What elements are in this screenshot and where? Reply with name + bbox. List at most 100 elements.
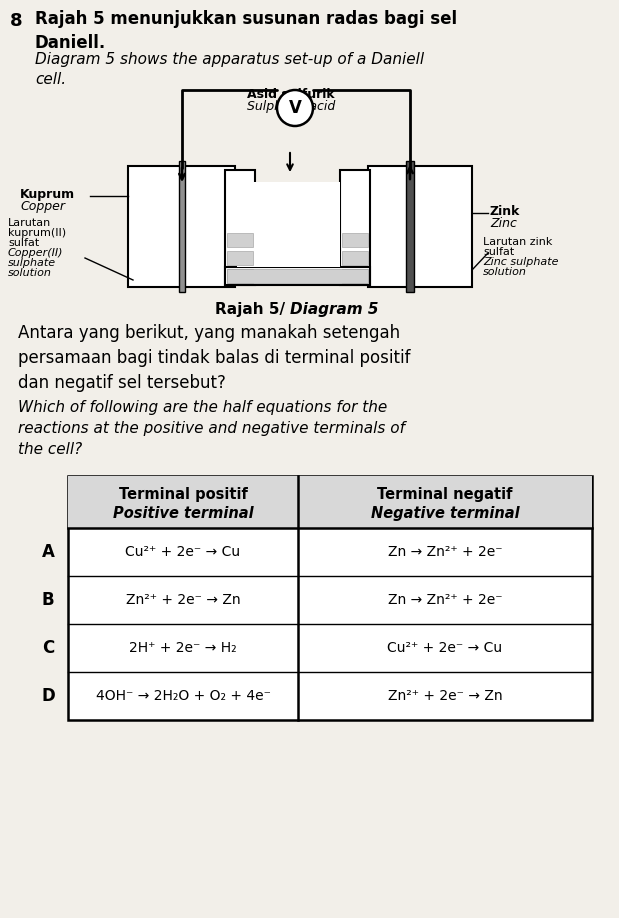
- Text: Cu²⁺ + 2e⁻ → Cu: Cu²⁺ + 2e⁻ → Cu: [126, 545, 241, 559]
- Text: Zink: Zink: [490, 205, 521, 218]
- Bar: [449, 224, 463, 235]
- Bar: [372, 256, 386, 267]
- Bar: [370, 217, 470, 285]
- Text: Diagram 5 shows the apparatus set-up of a Daniell
cell.: Diagram 5 shows the apparatus set-up of …: [35, 52, 424, 87]
- Bar: [130, 217, 233, 285]
- Text: kuprum(II): kuprum(II): [8, 228, 66, 238]
- Bar: [211, 240, 226, 251]
- Text: Zinc: Zinc: [490, 217, 517, 230]
- Text: Rajah 5 menunjukkan susunan radas bagi sel
Daniell.: Rajah 5 menunjukkan susunan radas bagi s…: [35, 10, 457, 52]
- Bar: [211, 256, 226, 267]
- Text: 4OH⁻ → 2H₂O + O₂ + 4e⁻: 4OH⁻ → 2H₂O + O₂ + 4e⁻: [95, 689, 271, 703]
- Text: Copper(II): Copper(II): [8, 248, 64, 258]
- Text: Positive terminal: Positive terminal: [113, 506, 253, 521]
- Text: Which of following are the half equations for the
reactions at the positive and : Which of following are the half equation…: [18, 400, 405, 457]
- Text: Zn²⁺ + 2e⁻ → Zn: Zn²⁺ + 2e⁻ → Zn: [387, 689, 502, 703]
- Bar: [430, 224, 444, 235]
- Text: Zinc sulphate: Zinc sulphate: [483, 257, 558, 267]
- Text: solution: solution: [8, 268, 52, 278]
- Bar: [410, 224, 425, 235]
- Bar: [372, 240, 386, 251]
- Bar: [132, 240, 147, 251]
- Bar: [211, 272, 226, 283]
- Text: Rajah 5/: Rajah 5/: [215, 302, 290, 317]
- Bar: [171, 256, 186, 267]
- Text: Larutan zink: Larutan zink: [483, 237, 552, 247]
- Text: Kuprum: Kuprum: [20, 188, 75, 201]
- Text: Zn²⁺ + 2e⁻ → Zn: Zn²⁺ + 2e⁻ → Zn: [126, 593, 240, 607]
- Text: sulfat: sulfat: [483, 247, 514, 257]
- Bar: [227, 269, 368, 283]
- Bar: [191, 224, 206, 235]
- Bar: [191, 256, 206, 267]
- Bar: [449, 256, 463, 267]
- Bar: [227, 251, 253, 265]
- Bar: [225, 267, 370, 285]
- Bar: [227, 233, 253, 247]
- Bar: [132, 272, 147, 283]
- Text: V: V: [288, 99, 301, 117]
- Bar: [68, 476, 592, 528]
- Bar: [342, 233, 368, 247]
- Text: Zn → Zn²⁺ + 2e⁻: Zn → Zn²⁺ + 2e⁻: [387, 593, 502, 607]
- Bar: [391, 272, 405, 283]
- Bar: [191, 240, 206, 251]
- Bar: [430, 272, 444, 283]
- Text: A: A: [41, 543, 54, 561]
- Text: B: B: [41, 591, 54, 609]
- Text: Diagram 5: Diagram 5: [290, 302, 378, 317]
- Text: Cu²⁺ + 2e⁻ → Cu: Cu²⁺ + 2e⁻ → Cu: [387, 641, 503, 655]
- Bar: [340, 170, 370, 285]
- Bar: [171, 240, 186, 251]
- Bar: [152, 256, 167, 267]
- Text: Terminal positif: Terminal positif: [119, 487, 248, 502]
- Text: 2H⁺ + 2e⁻ → H₂: 2H⁺ + 2e⁻ → H₂: [129, 641, 237, 655]
- Bar: [152, 272, 167, 283]
- Bar: [406, 161, 414, 292]
- Text: sulfat: sulfat: [8, 238, 39, 248]
- Text: Zn → Zn²⁺ + 2e⁻: Zn → Zn²⁺ + 2e⁻: [387, 545, 502, 559]
- Bar: [128, 166, 235, 287]
- Bar: [391, 224, 405, 235]
- Bar: [410, 256, 425, 267]
- Bar: [132, 224, 147, 235]
- Bar: [152, 224, 167, 235]
- Text: sulphate: sulphate: [8, 258, 56, 268]
- Bar: [449, 272, 463, 283]
- Bar: [237, 182, 340, 267]
- Bar: [191, 272, 206, 283]
- Text: 8: 8: [10, 12, 23, 30]
- Text: Asid sulfurik: Asid sulfurik: [247, 88, 335, 101]
- Text: Terminal negatif: Terminal negatif: [377, 487, 513, 502]
- Text: C: C: [42, 639, 54, 657]
- Text: Sulphuric acid: Sulphuric acid: [247, 100, 335, 113]
- Bar: [68, 476, 592, 720]
- Text: Larutan: Larutan: [8, 218, 51, 228]
- Bar: [225, 170, 255, 285]
- Text: Antara yang berikut, yang manakah setengah
persamaan bagi tindak balas di termin: Antara yang berikut, yang manakah seteng…: [18, 324, 410, 392]
- Bar: [410, 272, 425, 283]
- Text: Copper: Copper: [20, 200, 65, 213]
- Bar: [430, 256, 444, 267]
- Bar: [179, 161, 185, 292]
- Bar: [171, 224, 186, 235]
- Bar: [227, 269, 253, 283]
- Bar: [391, 240, 405, 251]
- Text: Negative terminal: Negative terminal: [371, 506, 519, 521]
- Text: solution: solution: [483, 267, 527, 277]
- Bar: [391, 256, 405, 267]
- Bar: [152, 240, 167, 251]
- Bar: [211, 224, 226, 235]
- Circle shape: [277, 90, 313, 126]
- Bar: [430, 240, 444, 251]
- Bar: [132, 256, 147, 267]
- Bar: [449, 240, 463, 251]
- Bar: [410, 240, 425, 251]
- Text: D: D: [41, 687, 55, 705]
- Bar: [368, 166, 472, 287]
- Bar: [342, 251, 368, 265]
- Bar: [372, 224, 386, 235]
- Bar: [372, 272, 386, 283]
- Bar: [342, 269, 368, 283]
- Bar: [171, 272, 186, 283]
